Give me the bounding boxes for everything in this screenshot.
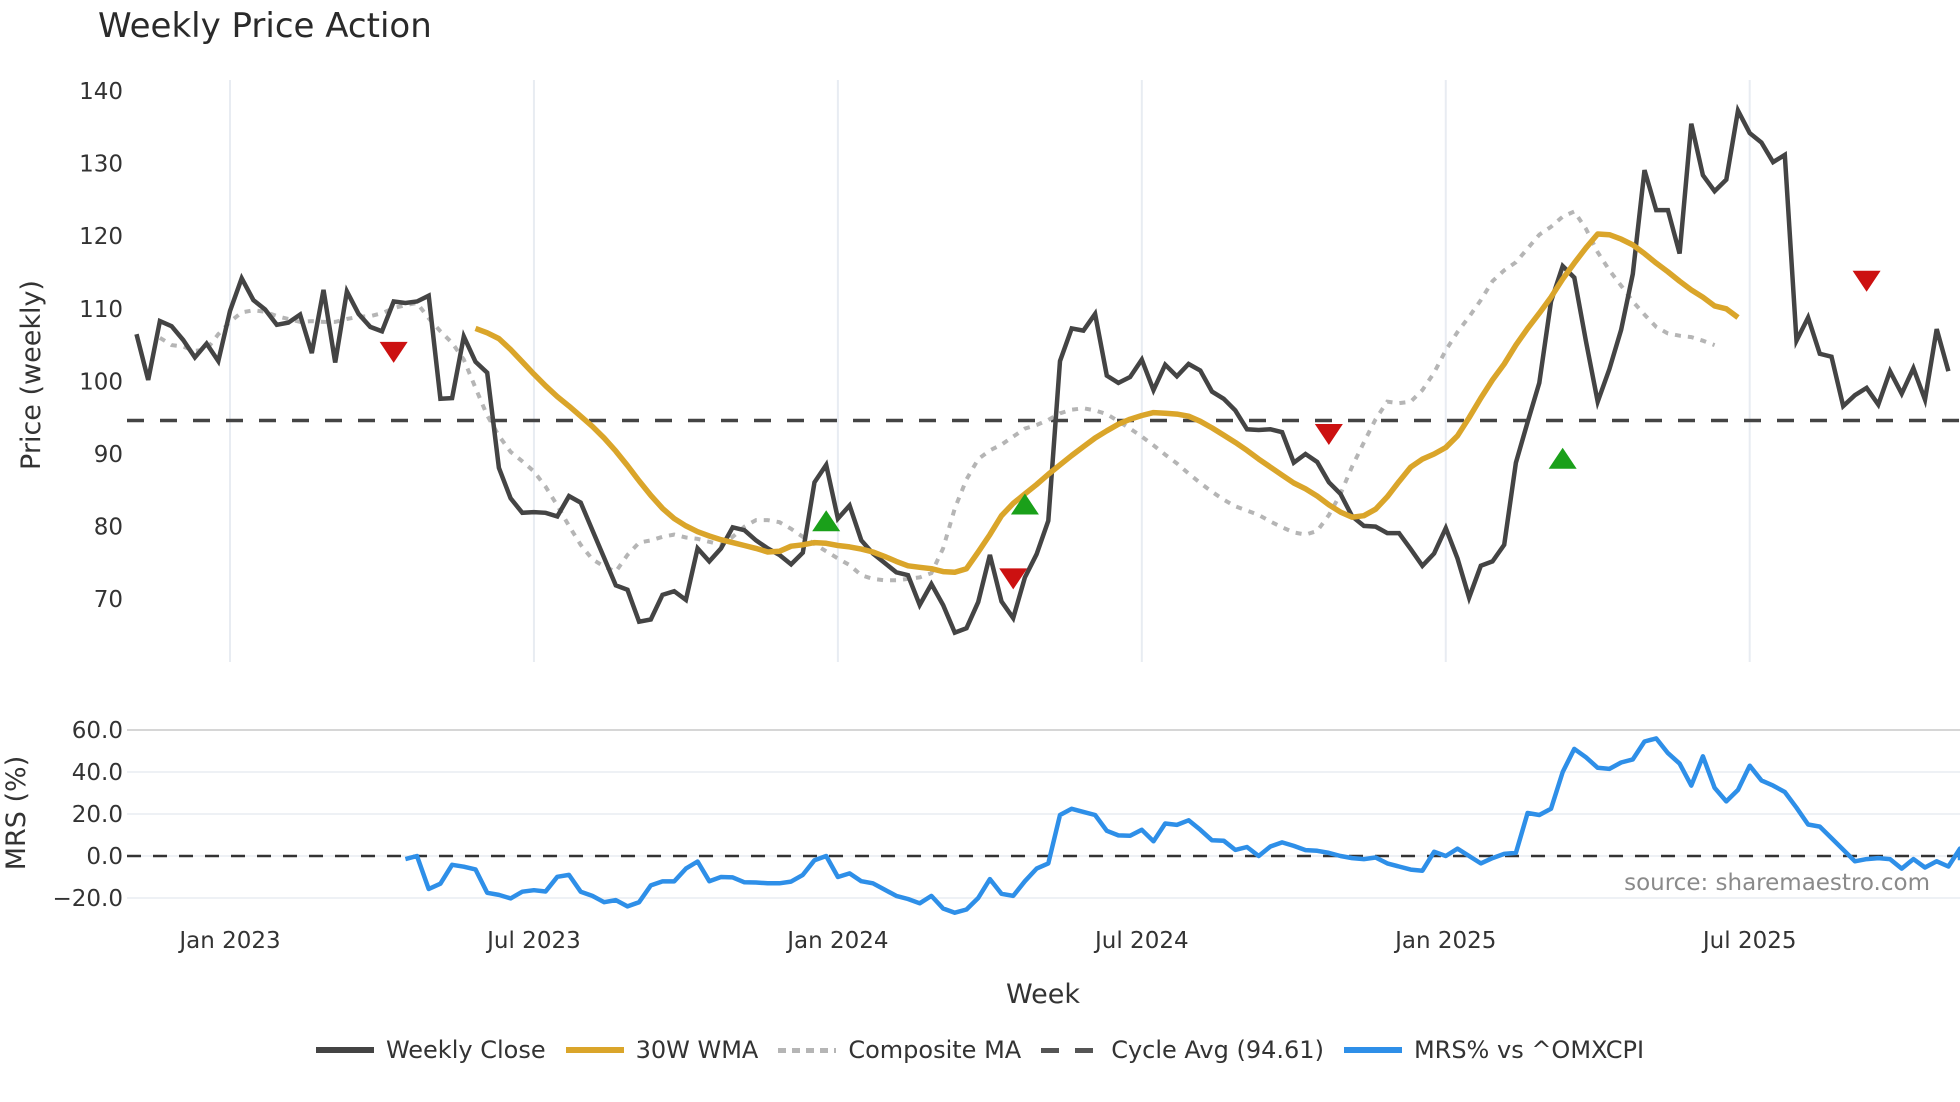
legend-swatch-icon bbox=[315, 1047, 374, 1053]
legend: Weekly Close 30W WMA Composite MA Cycle Avg… bbox=[0, 1036, 1960, 1064]
mrs-tick-label: 20.0 bbox=[72, 802, 123, 828]
x-tick-label: Jan 2023 bbox=[177, 928, 280, 954]
legend-label: 30W WMA bbox=[635, 1036, 759, 1064]
legend-label: Weekly Close bbox=[385, 1036, 546, 1064]
price-tick-label: 90 bbox=[94, 442, 123, 468]
price-tick-label: 100 bbox=[79, 369, 123, 395]
price-tick-label: 140 bbox=[79, 79, 123, 105]
legend-item[interactable]: Composite MA bbox=[778, 1036, 1021, 1064]
price-tick-label: 110 bbox=[79, 297, 123, 323]
sell-signal-marker bbox=[1314, 423, 1343, 445]
price-tick-label: 70 bbox=[94, 587, 123, 613]
legend-swatch-icon bbox=[1041, 1047, 1100, 1053]
price-tick-label: 130 bbox=[79, 152, 123, 178]
legend-item[interactable]: Cycle Avg (94.61) bbox=[1041, 1036, 1324, 1064]
legend-label: Cycle Avg (94.61) bbox=[1111, 1036, 1324, 1064]
legend-item[interactable]: Weekly Close bbox=[315, 1036, 546, 1064]
sell-signal-marker bbox=[1852, 270, 1881, 292]
x-tick-label: Jul 2025 bbox=[1701, 928, 1797, 954]
mrs-tick-label: 0.0 bbox=[86, 844, 123, 870]
legend-label: MRS% vs ^OMXCPI bbox=[1413, 1036, 1645, 1064]
wma-line bbox=[474, 231, 1740, 576]
price-series bbox=[127, 103, 1960, 636]
mrs-series bbox=[127, 736, 1960, 915]
legend-item[interactable]: 30W WMA bbox=[565, 1036, 759, 1064]
source-note: source: sharemaestro.com bbox=[1624, 870, 1930, 896]
mrs-axis-ticks: 60.0 40.0 20.0 0.0 −20.0 bbox=[53, 718, 123, 912]
x-axis-label: Week bbox=[1006, 979, 1080, 1010]
x-axis-ticks: Jan 2023 Jul 2023 Jan 2024 Jul 2024 Jan 2025… bbox=[177, 928, 1796, 954]
mrs-tick-label: 40.0 bbox=[72, 760, 123, 786]
weekly-close-line bbox=[134, 103, 1951, 636]
legend-swatch-icon bbox=[778, 1047, 837, 1053]
mrs-tick-label: −20.0 bbox=[53, 886, 123, 912]
composite-ma-line bbox=[158, 208, 1716, 583]
legend-swatch-icon bbox=[565, 1047, 624, 1053]
price-tick-label: 80 bbox=[94, 515, 123, 541]
buy-signal-marker bbox=[812, 510, 841, 532]
x-tick-label: Jan 2024 bbox=[785, 928, 888, 954]
price-axis-ticks: 140 130 120 110 100 90 80 70 bbox=[79, 79, 123, 613]
x-tick-label: Jul 2023 bbox=[485, 928, 581, 954]
legend-label: Composite MA bbox=[848, 1036, 1022, 1064]
legend-item[interactable]: MRS% vs ^OMXCPI bbox=[1343, 1036, 1645, 1064]
chart-title: Weekly Price Action bbox=[98, 6, 432, 46]
mrs-axis-label: MRS (%) bbox=[1, 756, 32, 871]
signal-markers bbox=[379, 270, 1881, 590]
sell-signal-marker bbox=[379, 341, 408, 363]
buy-signal-marker bbox=[1548, 447, 1577, 469]
mrs-tick-label: 60.0 bbox=[72, 718, 123, 744]
price-tick-label: 120 bbox=[79, 224, 123, 250]
x-tick-label: Jan 2025 bbox=[1393, 928, 1496, 954]
mrs-line bbox=[404, 736, 1960, 915]
x-tick-label: Jul 2024 bbox=[1093, 928, 1189, 954]
sell-signal-marker bbox=[999, 568, 1028, 590]
price-axis-label: Price (weekly) bbox=[16, 280, 47, 470]
buy-signal-marker bbox=[1010, 493, 1039, 515]
legend-swatch-icon bbox=[1343, 1047, 1402, 1053]
